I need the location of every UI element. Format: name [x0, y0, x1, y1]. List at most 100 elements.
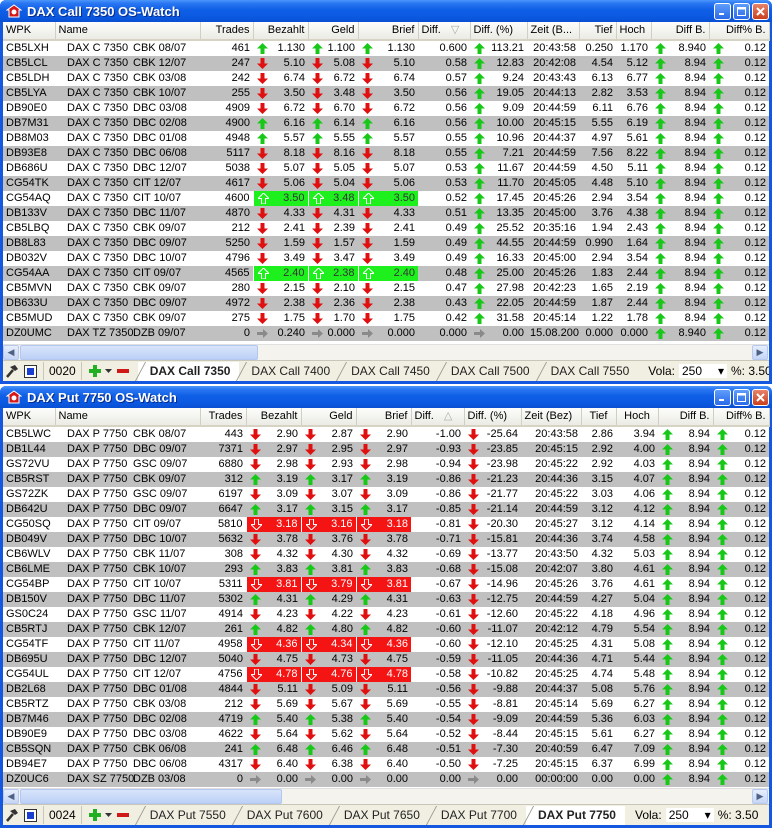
column-header-wpk[interactable]: WPK — [3, 22, 56, 41]
tab-dax-put-7600[interactable]: DAX Put 7600 — [235, 806, 332, 825]
table-row[interactable]: CB5LYA DAX C 7350 CBK 10/07 255 3.50 3.48 3.50… — [3, 86, 769, 101]
add-button[interactable] — [86, 806, 104, 824]
table-row[interactable]: DZ0UC6 DAX SZ 7750DZB 03/08 0 0.00 0.00 0.00 0… — [3, 772, 769, 787]
table-row[interactable]: CB5MUD DAX C 7350 CBK 09/07 275 1.75 1.70 1.75… — [3, 311, 769, 326]
column-header-diff-pct-b[interactable]: Diff% B. — [709, 22, 770, 41]
column-header-wpk[interactable]: WPK — [3, 408, 56, 427]
minimize-button[interactable] — [714, 2, 731, 20]
table-row[interactable]: CG54BP DAX P 7750 CIT 10/07 5311 3.81 3.79 3.8… — [3, 577, 769, 592]
table-row[interactable]: DB049V DAX P 7750 DBC 10/07 5632 3.78 3.76 3.7… — [3, 532, 769, 547]
column-header-geld[interactable]: Geld — [301, 408, 357, 427]
table-row[interactable]: GS72ZK DAX P 7750 GSC 09/07 6197 3.09 3.07 3.0… — [3, 487, 769, 502]
table-row[interactable]: CG54UL DAX P 7750 CIT 12/07 4756 4.78 4.76 4.7… — [3, 667, 769, 682]
tab-dax-put-7750[interactable]: DAX Put 7750 — [525, 805, 625, 825]
table-row[interactable]: DB7M46 DAX P 7750 DBC 02/08 4719 5.40 5.38 5.4… — [3, 712, 769, 727]
settings-hammer-button[interactable] — [3, 806, 21, 824]
column-header-name[interactable]: Name — [55, 408, 201, 427]
scrollbar-thumb[interactable] — [20, 345, 258, 360]
table-row[interactable]: GS72VU DAX P 7750 GSC 09/07 6880 2.98 2.93 2.9… — [3, 457, 769, 472]
tab-dax-call-7400[interactable]: DAX Call 7400 — [239, 362, 339, 381]
table-row[interactable]: CB5LDH DAX C 7350 CBK 03/08 242 6.74 6.72 6.74… — [3, 71, 769, 86]
table-row[interactable]: DB90E0 DAX C 7350 DBC 03/08 4909 6.72 6.70 6.7… — [3, 101, 769, 116]
column-header-geld[interactable]: Geld — [308, 22, 359, 41]
table-row[interactable]: DB695U DAX P 7750 DBC 12/07 5040 4.75 4.73 4.7… — [3, 652, 769, 667]
maximize-button[interactable] — [733, 2, 750, 20]
column-header-name[interactable]: Name — [55, 22, 201, 41]
scrollbar-thumb[interactable] — [20, 789, 282, 804]
table-row[interactable]: DB686U DAX C 7350 DBC 12/07 5038 5.07 5.05 5.0… — [3, 161, 769, 176]
settings-hammer-button[interactable] — [3, 362, 21, 380]
table-row[interactable]: DB642U DAX P 7750 DBC 09/07 6647 3.17 3.15 3.1… — [3, 502, 769, 517]
table-row[interactable]: DB90E9 DAX P 7750 DBC 03/08 4622 5.64 5.62 5.6… — [3, 727, 769, 742]
window-title-bar[interactable]: DAX Put 7750 OS-Watch — [0, 386, 772, 408]
column-header-diff-pct[interactable]: Diff. (%) — [464, 408, 522, 427]
scroll-right-button[interactable]: ▶ — [752, 345, 768, 360]
tab-dax-call-7550[interactable]: DAX Call 7550 — [539, 362, 639, 381]
tab-dax-put-7550[interactable]: DAX Put 7550 — [138, 806, 235, 825]
table-row[interactable]: CB5SQN DAX P 7750 CBK 06/08 241 6.48 6.46 6.48… — [3, 742, 769, 757]
remove-button[interactable] — [114, 362, 132, 380]
table-row[interactable]: DB94E7 DAX P 7750 DBC 06/08 4317 6.40 6.38 6.4… — [3, 757, 769, 772]
column-header-brief[interactable]: Brief — [358, 22, 419, 41]
column-header-tief[interactable]: Tief — [581, 408, 617, 427]
window-toggle-button[interactable] — [21, 362, 39, 380]
table-row[interactable]: DB133V DAX C 7350 DBC 11/07 4870 4.33 4.31 4.3… — [3, 206, 769, 221]
scroll-left-button[interactable]: ◀ — [3, 789, 19, 804]
table-row[interactable]: CB5MVN DAX C 7350 CBK 09/07 280 2.15 2.10 2.15… — [3, 281, 769, 296]
table-row[interactable]: DB93E8 DAX C 7350 DBC 06/08 5117 8.18 8.16 8.1… — [3, 146, 769, 161]
column-header-diff-pct[interactable]: Diff. (%) — [470, 22, 528, 41]
window-title-bar[interactable]: DAX Call 7350 OS-Watch — [0, 0, 772, 22]
close-button[interactable] — [752, 388, 769, 406]
table-row[interactable]: CG54TF DAX P 7750 CIT 11/07 4958 4.36 4.34 4.3… — [3, 637, 769, 652]
table-row[interactable]: CB5LCL DAX C 7350 CBK 12/07 247 5.10 5.08 5.10… — [3, 56, 769, 71]
table-row[interactable]: CG54AQ DAX C 7350 CIT 10/07 4600 3.50 3.48 3.5… — [3, 191, 769, 206]
column-header-zeit[interactable]: Zeit (B... — [527, 22, 580, 41]
table-row[interactable]: DB1L44 DAX P 7750 DBC 09/07 7371 2.97 2.95 2.9… — [3, 442, 769, 457]
vola-select[interactable]: 250 ▾ — [665, 808, 714, 822]
column-header-diff[interactable]: Diff. ▽ — [418, 22, 471, 41]
table-row[interactable]: DB032V DAX C 7350 DBC 10/07 4796 3.49 3.47 3.4… — [3, 251, 769, 266]
table-row[interactable]: DB8L83 DAX C 7350 DBC 09/07 5250 1.59 1.57 1.5… — [3, 236, 769, 251]
column-header-diff-pct-b[interactable]: Diff% B. — [713, 408, 770, 427]
tab-dax-put-7700[interactable]: DAX Put 7700 — [429, 806, 526, 825]
table-row[interactable]: DB7M31 DAX C 7350 DBC 02/08 4900 6.16 6.14 6.1… — [3, 116, 769, 131]
table-row[interactable]: GS0C24 DAX P 7750 GSC 11/07 4914 4.23 4.22 4.2… — [3, 607, 769, 622]
table-row[interactable]: CB5LWC DAX P 7750 CBK 08/07 443 2.90 2.87 2.90… — [3, 426, 769, 442]
table-row[interactable]: CB6WLV DAX P 7750 CBK 11/07 308 4.32 4.30 4.32… — [3, 547, 769, 562]
table-row[interactable]: DB150V DAX P 7750 DBC 11/07 5302 4.31 4.29 4.3… — [3, 592, 769, 607]
table-row[interactable]: CB5RTJ DAX P 7750 CBK 12/07 261 4.82 4.80 4.82… — [3, 622, 769, 637]
table-row[interactable]: CG54AA DAX C 7350 CIT 09/07 4565 2.40 2.38 2.4… — [3, 266, 769, 281]
column-header-diff-b[interactable]: Diff B. — [658, 408, 714, 427]
tab-dax-call-7500[interactable]: DAX Call 7500 — [439, 362, 539, 381]
column-header-trades[interactable]: Trades — [200, 408, 247, 427]
table-row[interactable]: CB5LBQ DAX C 7350 CBK 09/07 212 2.41 2.39 2.41… — [3, 221, 769, 236]
tab-dax-call-7350[interactable]: DAX Call 7350 — [137, 361, 240, 381]
column-header-diff[interactable]: Diff. △ — [411, 408, 465, 427]
column-header-diff-b[interactable]: Diff B. — [651, 22, 710, 41]
table-row[interactable]: CB5RTZ DAX P 7750 CBK 03/08 212 5.69 5.67 5.69… — [3, 697, 769, 712]
table-row[interactable]: CB5RST DAX P 7750 CBK 09/07 312 3.19 3.17 3.19… — [3, 472, 769, 487]
close-button[interactable] — [752, 2, 769, 20]
table-row[interactable]: CB5LXH DAX C 7350 CBK 08/07 461 1.130 1.100 1.… — [3, 40, 769, 56]
minimize-button[interactable] — [714, 388, 731, 406]
table-row[interactable]: CG54TK DAX C 7350 CIT 12/07 4617 5.06 5.04 5.0… — [3, 176, 769, 191]
add-dropdown-button[interactable] — [104, 806, 114, 824]
add-dropdown-button[interactable] — [104, 362, 114, 380]
table-row[interactable]: DB8M03 DAX C 7350 DBC 01/08 4948 5.57 5.55 5.5… — [3, 131, 769, 146]
table-row[interactable]: DB633U DAX C 7350 DBC 09/07 4972 2.38 2.36 2.3… — [3, 296, 769, 311]
table-row[interactable]: CG50SQ DAX P 7750 CIT 09/07 5810 3.18 3.16 3.1… — [3, 517, 769, 532]
table-row[interactable]: CB6LME DAX P 7750 CBK 10/07 293 3.83 3.81 3.83… — [3, 562, 769, 577]
window-toggle-button[interactable] — [21, 806, 39, 824]
tab-dax-put-7650[interactable]: DAX Put 7650 — [332, 806, 429, 825]
column-header-brief[interactable]: Brief — [356, 408, 412, 427]
add-button[interactable] — [86, 362, 104, 380]
column-header-trades[interactable]: Trades — [200, 22, 254, 41]
column-header-zeit[interactable]: Zeit (Bez) — [521, 408, 582, 427]
column-header-tief[interactable]: Tief — [579, 22, 617, 41]
scroll-left-button[interactable]: ◀ — [3, 345, 19, 360]
column-header-bezahlt[interactable]: Bezahlt — [246, 408, 302, 427]
column-header-hoch[interactable]: Hoch — [616, 22, 652, 41]
scroll-right-button[interactable]: ▶ — [752, 789, 768, 804]
table-row[interactable]: DB2L68 DAX P 7750 DBC 01/08 4844 5.11 5.09 5.1… — [3, 682, 769, 697]
horizontal-scrollbar[interactable]: ◀ ▶ — [3, 344, 769, 360]
